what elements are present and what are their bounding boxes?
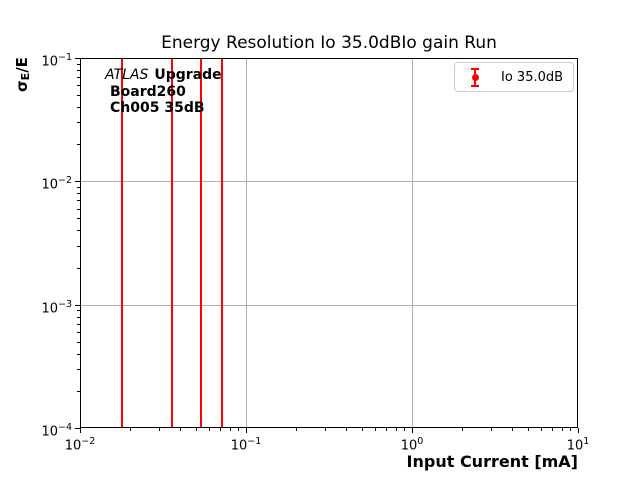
- y-tick-label: 10−4: [41, 422, 72, 440]
- ylabel-subscript: E: [19, 72, 32, 81]
- annotation-board: Board260: [110, 83, 186, 100]
- x-minor-tick-mark: [561, 428, 563, 431]
- x-minor-tick-mark: [511, 428, 513, 431]
- errorbar-line: [220, 59, 223, 427]
- errorbar-line: [120, 59, 123, 427]
- errorbar-marker-cap-bottom: [471, 84, 479, 87]
- x-minor-tick-mark: [395, 428, 397, 431]
- legend-label: Io 35.0dB: [501, 69, 564, 85]
- x-minor-tick-mark: [129, 428, 131, 431]
- y-tick-label: 10−1: [41, 52, 72, 70]
- x-minor-tick-mark: [541, 428, 543, 431]
- y-gridline: [81, 181, 577, 183]
- y-minor-tick-mark: [77, 69, 80, 71]
- annotation-block: ATLAS Upgrade Board260 Ch005 35dB: [105, 67, 222, 117]
- errorbar-line: [199, 59, 202, 427]
- errorbar-marker-cap-top: [471, 67, 479, 70]
- plot-area: ATLAS Upgrade Board260 Ch005 35dB Io 35.0…: [80, 58, 578, 428]
- y-minor-tick-mark: [77, 144, 80, 146]
- y-minor-tick-mark: [77, 341, 80, 343]
- y-minor-tick-mark: [77, 218, 80, 220]
- y-minor-tick-mark: [77, 85, 80, 87]
- errorbar-line: [170, 59, 173, 427]
- y-minor-tick-mark: [77, 200, 80, 202]
- annotation-channel: Ch005 35dB: [110, 100, 205, 116]
- y-minor-tick-mark: [77, 122, 80, 124]
- y-minor-tick-mark: [77, 353, 80, 355]
- x-minor-tick-mark: [386, 428, 388, 431]
- annotation-line-1: ATLAS Upgrade: [105, 67, 222, 84]
- x-minor-tick-mark: [196, 428, 198, 431]
- x-minor-tick-mark: [220, 428, 222, 431]
- y-minor-tick-mark: [77, 208, 80, 210]
- y-tick-label: 10−3: [41, 298, 72, 316]
- x-tick-mark: [578, 428, 579, 433]
- y-minor-tick-mark: [77, 332, 80, 334]
- x-minor-tick-mark: [461, 428, 463, 431]
- x-minor-tick-mark: [159, 428, 161, 431]
- x-tick-label: 100: [400, 436, 424, 454]
- y-minor-tick-mark: [77, 77, 80, 79]
- y-minor-tick-mark: [77, 323, 80, 325]
- y-minor-tick-mark: [77, 186, 80, 188]
- x-minor-tick-mark: [552, 428, 554, 431]
- y-minor-tick-mark: [77, 230, 80, 232]
- y-minor-tick-mark: [77, 95, 80, 97]
- x-minor-tick-mark: [375, 428, 377, 431]
- x-tick-label: 10−1: [230, 436, 262, 454]
- x-minor-tick-mark: [528, 428, 530, 431]
- y-tick-label: 10−2: [41, 175, 72, 193]
- y-gridline: [81, 304, 577, 306]
- y-tick-mark: [75, 428, 80, 429]
- legend-box: Io 35.0dB: [454, 62, 574, 92]
- x-minor-tick-mark: [295, 428, 297, 431]
- y-minor-tick-mark: [77, 369, 80, 371]
- x-minor-tick-mark: [229, 428, 231, 431]
- annotation-upgrade: Upgrade: [154, 67, 222, 83]
- y-minor-tick-mark: [77, 316, 80, 318]
- chart-title: Energy Resolution Io 35.0dBIo gain Run: [161, 33, 497, 53]
- y-minor-tick-mark: [77, 245, 80, 247]
- x-gridline: [246, 59, 247, 427]
- x-minor-tick-mark: [491, 428, 493, 431]
- y-minor-tick-mark: [77, 107, 80, 109]
- y-minor-tick-mark: [77, 390, 80, 392]
- errorbar-marker-dot: [471, 73, 479, 81]
- x-axis-label: Input Current [mA]: [406, 452, 578, 471]
- x-minor-tick-mark: [362, 428, 364, 431]
- y-minor-tick-mark: [77, 267, 80, 269]
- y-minor-tick-mark: [77, 310, 80, 312]
- x-tick-mark: [412, 428, 413, 433]
- annotation-atlas: ATLAS: [105, 67, 149, 83]
- y-tick-mark: [75, 58, 80, 59]
- x-minor-tick-mark: [179, 428, 181, 431]
- errorbar-marker-icon: [469, 67, 481, 87]
- x-tick-mark: [80, 428, 81, 433]
- x-tick-label: 101: [566, 436, 590, 454]
- x-minor-tick-mark: [238, 428, 240, 431]
- y-minor-tick-mark: [77, 63, 80, 65]
- y-tick-mark: [75, 181, 80, 183]
- x-minor-tick-mark: [570, 428, 572, 431]
- x-tick-mark: [246, 428, 247, 433]
- x-gridline: [412, 59, 413, 427]
- y-minor-tick-mark: [77, 193, 80, 195]
- x-minor-tick-mark: [404, 428, 406, 431]
- x-minor-tick-mark: [345, 428, 347, 431]
- x-tick-label: 10−2: [64, 436, 96, 454]
- x-minor-tick-mark: [209, 428, 211, 431]
- ylabel-sigma: σ: [13, 80, 31, 92]
- y-tick-mark: [75, 304, 80, 306]
- x-minor-tick-mark: [325, 428, 327, 431]
